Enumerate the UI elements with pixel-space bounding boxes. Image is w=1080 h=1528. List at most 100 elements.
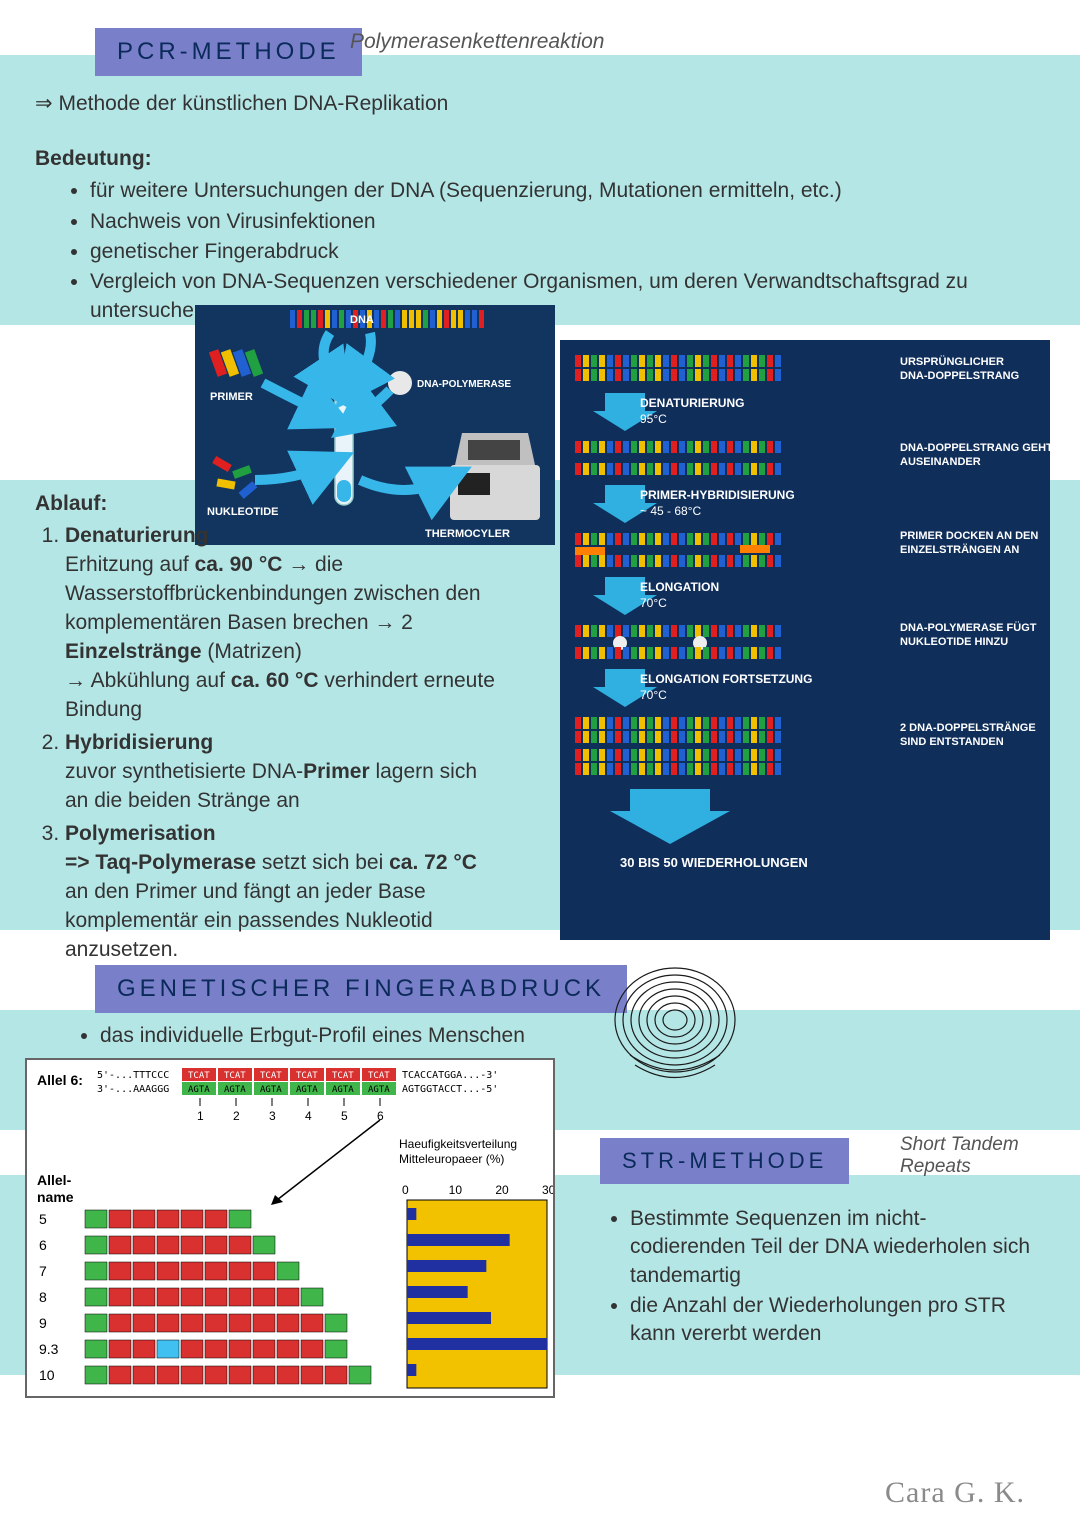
dna-label: DNA — [350, 314, 374, 326]
svg-text:AGTA: AGTA — [368, 1085, 390, 1095]
svg-text:TCAT: TCAT — [224, 1071, 246, 1081]
svg-text:Mitteleuropaeer (%): Mitteleuropaeer (%) — [399, 1152, 504, 1166]
svg-text:~ 45 - 68°C: ~ 45 - 68°C — [640, 504, 702, 518]
fingerprint-bullet-wrap: das individuelle Erbgut-Profil eines Men… — [45, 1022, 525, 1052]
polymerase-label: DNA-POLYMERASE — [417, 379, 511, 390]
svg-text:70°C: 70°C — [640, 596, 667, 610]
svg-text:95°C: 95°C — [640, 412, 667, 426]
list-item: die Anzahl der Wiederholungen pro STR ka… — [630, 1292, 1040, 1349]
svg-text:TCAT: TCAT — [368, 1071, 390, 1081]
svg-text:9: 9 — [39, 1315, 47, 1331]
svg-text:AGTA: AGTA — [188, 1085, 210, 1095]
svg-text:TCAT: TCAT — [332, 1071, 354, 1081]
svg-text:10: 10 — [449, 1183, 463, 1197]
svg-text:DNA-DOPPELSTRANG: DNA-DOPPELSTRANG — [900, 370, 1019, 382]
list-item: Bestimmte Sequenzen im nicht-codierenden… — [630, 1205, 1040, 1290]
step-text: ca. 72 °C — [389, 851, 477, 874]
ablauf-heading: Ablauf: — [35, 490, 495, 518]
list-item: Polymerisation => Taq-Polymerase setzt s… — [65, 820, 495, 965]
svg-text:AUSEINANDER: AUSEINANDER — [900, 456, 981, 468]
step-text: zuvor synthetisierte DNA- — [65, 760, 303, 783]
svg-text:4: 4 — [305, 1109, 312, 1123]
svg-text:30 BIS 50 WIEDERHOLUNGEN: 30 BIS 50 WIEDERHOLUNGEN — [620, 855, 808, 870]
pcr-subtitle: Polymerasenkettenreaktion — [350, 30, 604, 53]
svg-text:SIND ENTSTANDEN: SIND ENTSTANDEN — [900, 736, 1004, 748]
svg-text:URSPRÜNGLICHER: URSPRÜNGLICHER — [900, 355, 1004, 368]
svg-text:TCAT: TCAT — [188, 1071, 210, 1081]
svg-text:3'-...AAAGGG: 3'-...AAAGGG — [97, 1084, 169, 1095]
svg-text:AGTA: AGTA — [296, 1085, 318, 1095]
svg-text:5'-...TTTCCC: 5'-...TTTCCC — [97, 1070, 169, 1081]
bedeutung-list: für weitere Untersuchungen der DNA (Sequ… — [35, 177, 1035, 325]
step-text: → Abkühlung auf — [65, 669, 231, 692]
pcr-intro: ⇒ Methode der künstlichen DNA-Replikatio… — [35, 90, 448, 118]
svg-text:0: 0 — [402, 1183, 409, 1197]
step-title: Polymerisation — [65, 822, 216, 845]
step-text: Erhitzung auf — [65, 553, 195, 576]
svg-text:2 DNA-DOPPELSTRÄNGE: 2 DNA-DOPPELSTRÄNGE — [900, 721, 1036, 734]
svg-text:AGTGGTACCT...-5': AGTGGTACCT...-5' — [402, 1084, 498, 1095]
allele-diagram-box: Allel 6: 5'-...TTTCCC 3'-...AAAGGG TCAT AGTA… — [25, 1058, 555, 1398]
list-item: für weitere Untersuchungen der DNA (Sequ… — [90, 177, 1035, 205]
svg-text:EINZELSTRÄNGEN AN: EINZELSTRÄNGEN AN — [900, 543, 1019, 556]
step-text: ca. 90 °C — [195, 553, 283, 576]
svg-text:PRIMER DOCKEN AN DEN: PRIMER DOCKEN AN DEN — [900, 530, 1038, 542]
svg-text:Haeufigkeitsverteilung: Haeufigkeitsverteilung — [399, 1137, 517, 1151]
svg-text:TCAT: TCAT — [296, 1071, 318, 1081]
step-title: Hybridisierung — [65, 731, 213, 754]
list-item: Hybridisierung zuvor synthetisierte DNA-… — [65, 729, 495, 816]
pcr-intro-text: Methode der künstlichen DNA-Replikation — [58, 92, 448, 115]
list-item: Denaturierung Erhitzung auf ca. 90 °C → … — [65, 522, 495, 725]
svg-text:3: 3 — [269, 1109, 276, 1123]
pcr-steps-diagram: URSPRÜNGLICHER DNA-DOPPELSTRANG DENATURIER… — [560, 340, 1050, 940]
svg-text:9.3: 9.3 — [39, 1341, 59, 1357]
svg-text:name: name — [37, 1189, 74, 1205]
svg-text:30: 30 — [542, 1183, 553, 1197]
svg-text:AGTA: AGTA — [224, 1085, 246, 1095]
step-text: => Taq-Polymerase — [65, 851, 256, 874]
svg-text:AGTA: AGTA — [332, 1085, 354, 1095]
fingerprint-icon — [610, 955, 740, 1085]
list-item: Nachweis von Virusinfektionen — [90, 208, 1035, 236]
step-title: Denaturierung — [65, 524, 209, 547]
pcr-tag: PCR-METHODE — [95, 28, 362, 76]
svg-text:PRIMER-HYBRIDISIERUNG: PRIMER-HYBRIDISIERUNG — [640, 488, 795, 502]
svg-text:ELONGATION FORTSETZUNG: ELONGATION FORTSETZUNG — [640, 672, 812, 686]
svg-text:ELONGATION: ELONGATION — [640, 580, 719, 594]
svg-text:8: 8 — [39, 1289, 47, 1305]
svg-text:DENATURIERUNG: DENATURIERUNG — [640, 396, 744, 410]
svg-text:20: 20 — [495, 1183, 509, 1197]
svg-text:2: 2 — [233, 1109, 240, 1123]
primer-label: PRIMER — [210, 391, 253, 403]
list-item: genetischer Fingerabdruck — [90, 238, 1035, 266]
str-list: Bestimmte Sequenzen im nicht-codierenden… — [575, 1205, 1040, 1349]
step-text: an den Primer und fängt an jeder Base ko… — [65, 880, 433, 961]
content-layer: PCR-METHODE Polymerasenkettenreaktion ⇒ … — [0, 0, 1080, 1528]
arrow-icon: ⇒ — [35, 92, 53, 115]
step-text: (Matrizen) — [202, 640, 302, 663]
svg-text:5: 5 — [39, 1211, 47, 1227]
svg-text:Allel 6:: Allel 6: — [37, 1072, 83, 1088]
svg-text:TCACCATGGA...-3': TCACCATGGA...-3' — [402, 1070, 498, 1081]
step-text: Primer — [303, 760, 370, 783]
step-text: ca. 60 °C — [231, 669, 319, 692]
svg-text:70°C: 70°C — [640, 688, 667, 702]
svg-text:TCAT: TCAT — [260, 1071, 282, 1081]
str-subtitle: Short Tandem Repeats — [900, 1134, 1019, 1177]
svg-text:5: 5 — [341, 1109, 348, 1123]
str-tag: STR-METHODE — [600, 1138, 849, 1184]
svg-text:DNA-DOPPELSTRANG GEHT: DNA-DOPPELSTRANG GEHT — [900, 442, 1050, 454]
fingerprint-tag: GENETISCHER FINGERABDRUCK — [95, 965, 627, 1013]
ablauf-steps: Denaturierung Erhitzung auf ca. 90 °C → … — [35, 522, 495, 965]
svg-text:6: 6 — [39, 1237, 47, 1253]
svg-text:AGTA: AGTA — [260, 1085, 282, 1095]
list-item: das individuelle Erbgut-Profil eines Men… — [100, 1022, 525, 1050]
author-signature: Cara G. K. — [885, 1476, 1025, 1510]
svg-text:DNA-POLYMERASE FÜGT: DNA-POLYMERASE FÜGT — [900, 621, 1037, 634]
svg-text:NUKLEOTIDE HINZU: NUKLEOTIDE HINZU — [900, 636, 1008, 648]
svg-text:Allel-: Allel- — [37, 1172, 72, 1188]
svg-text:7: 7 — [39, 1263, 47, 1279]
svg-text:1: 1 — [197, 1109, 204, 1123]
step-text: Einzelstränge — [65, 640, 202, 663]
svg-text:10: 10 — [39, 1367, 55, 1383]
